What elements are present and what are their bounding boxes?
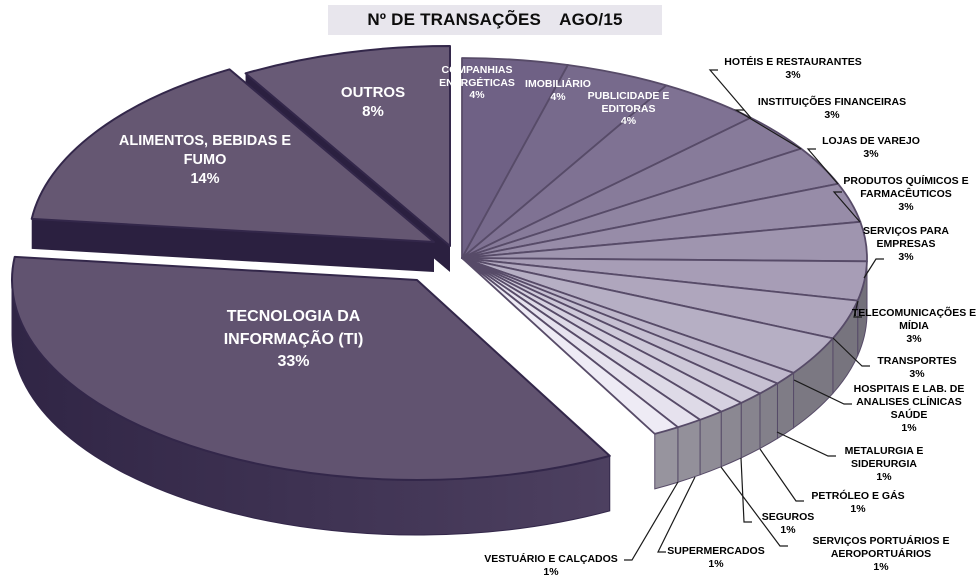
slice-side-vestuario bbox=[654, 426, 679, 490]
slice-cut-alimentos bbox=[31, 218, 434, 272]
slice-label-text: COMPANHIAS ENERGÉTICAS bbox=[439, 64, 515, 89]
slice-label-ti: TECNOLOGIA DA INFORMAÇÃO (TI) 33% bbox=[206, 306, 381, 374]
leader-lojas bbox=[806, 148, 839, 185]
slice-pct-text: 33% bbox=[277, 353, 310, 370]
slice-pct-text: 3% bbox=[824, 109, 840, 121]
slice-side-petroleo bbox=[740, 392, 761, 459]
leader-vestuario bbox=[624, 481, 679, 561]
slice-side-supermercados bbox=[677, 419, 701, 483]
slice-label-servicos-portuarios: SERVIÇOS PORTUÁRIOS E AEROPORTUÁRIOS 1% bbox=[781, 535, 980, 574]
slice-label-text: TELECOMUNICAÇÕES E MÍDIA bbox=[851, 307, 977, 332]
slice-label-text: IMOBILIÁRIO bbox=[525, 78, 591, 90]
slice-pct-text: 8% bbox=[362, 103, 384, 120]
slice-vestuario bbox=[461, 257, 679, 435]
slice-pct-text: 14% bbox=[190, 171, 220, 187]
slice-label-petroleo: PETRÓLEO E GÁS 1% bbox=[798, 490, 918, 516]
slice-label-text: SEGUROS bbox=[761, 511, 815, 523]
leader-instituicoes bbox=[733, 109, 802, 150]
slice-outros bbox=[244, 45, 451, 247]
slice-label-text: INSTITUIÇÕES FINANCEIRAS bbox=[757, 96, 907, 108]
slice-pct-text: 1% bbox=[873, 561, 889, 573]
slice-label-text: SERVIÇOS PORTUÁRIOS E AEROPORTUÁRIOS bbox=[812, 535, 950, 560]
leader-supermercados bbox=[657, 476, 696, 553]
slice-label-hospitais: HOSPITAIS E LAB. DE ANALISES CLÍNICAS SA… bbox=[840, 383, 978, 435]
slice-label-text: SERVIÇOS PARA EMPRESAS bbox=[863, 225, 949, 250]
slice-label-text: HOTÉIS E RESTAURANTES bbox=[724, 56, 862, 68]
slice-label-publicidade: PUBLICIDADE E EDITORAS 4% bbox=[581, 90, 676, 128]
slice-side-seguros bbox=[720, 402, 742, 468]
slice-label-servicos-empresas: SERVIÇOS PARA EMPRESAS 3% bbox=[846, 225, 966, 264]
slice-label-text: SUPERMERCADOS bbox=[667, 545, 765, 557]
slice-alimentos bbox=[30, 68, 435, 243]
slice-label-alimentos: ALIMENTOS, BEBIDAS E FUMO 14% bbox=[105, 132, 305, 189]
slice-pct-text: 1% bbox=[708, 558, 724, 570]
leader-servicos_portuarios bbox=[720, 466, 788, 547]
slice-pct-text: 1% bbox=[543, 566, 559, 578]
slice-pct-text: 1% bbox=[901, 422, 917, 434]
slice-pct-text: 4% bbox=[469, 89, 485, 101]
slice-pct-text: 1% bbox=[850, 503, 866, 515]
slice-pct-text: 3% bbox=[863, 148, 879, 160]
slice-label-text: ALIMENTOS, BEBIDAS E FUMO bbox=[118, 133, 292, 168]
leader-metalurgia bbox=[776, 431, 836, 457]
slice-label-text: TECNOLOGIA DA INFORMAÇÃO (TI) bbox=[223, 308, 364, 348]
slice-pct-text: 4% bbox=[620, 115, 637, 127]
slice-pct-text: 3% bbox=[909, 368, 925, 380]
slice-label-telecom: TELECOMUNICAÇÕES E MÍDIA 3% bbox=[850, 307, 978, 346]
slice-label-outros: OUTROS 8% bbox=[313, 83, 433, 121]
chart-title-text: Nº DE TRANSAÇÕES bbox=[367, 10, 542, 29]
leader-telecom bbox=[853, 300, 862, 318]
slice-label-imobiliario: IMOBILIÁRIO 4% bbox=[513, 78, 603, 103]
slice-label-text: METALURGIA E SIDERURGIA bbox=[844, 445, 924, 470]
slice-label-metalurgia: METALURGIA E SIDERURGIA 1% bbox=[829, 445, 939, 484]
leader-produtos bbox=[832, 191, 861, 223]
slice-label-text: TRANSPORTES bbox=[877, 355, 957, 367]
slice-side-servicos_portuarios bbox=[699, 410, 722, 476]
slice-label-vestuario: VESTUÁRIO E CALÇADOS 1% bbox=[466, 553, 636, 579]
slice-label-companhias: COMPANHIAS ENERGÉTICAS 4% bbox=[427, 64, 527, 102]
slice-pct-text: 1% bbox=[876, 471, 892, 483]
slice-label-instituicoes: INSTITUIÇÕES FINANCEIRAS 3% bbox=[737, 96, 927, 122]
slice-pct-text: 3% bbox=[785, 69, 801, 81]
leader-hospitais bbox=[793, 379, 852, 405]
slice-label-seguros: SEGUROS 1% bbox=[743, 511, 833, 537]
leader-seguros bbox=[740, 457, 752, 523]
slice-pct-text: 3% bbox=[898, 251, 914, 263]
slice-label-text: VESTUÁRIO E CALÇADOS bbox=[484, 553, 618, 565]
leader-servicos_empresas bbox=[863, 258, 884, 279]
leader-transportes bbox=[832, 337, 870, 367]
slice-label-hoteis: HOTÉIS E RESTAURANTES 3% bbox=[703, 56, 883, 82]
slice-side-metalurgia bbox=[759, 382, 778, 450]
slice-label-produtos: PRODUTOS QUÍMICOS E FARMACÊUTICOS 3% bbox=[834, 175, 978, 214]
slice-label-text: PUBLICIDADE E EDITORAS bbox=[587, 90, 670, 115]
slice-label-text: OUTROS bbox=[340, 84, 406, 101]
slice-label-text: HOSPITAIS E LAB. DE ANALISES CLÍNICAS SA… bbox=[853, 383, 965, 421]
slice-label-text: LOJAS DE VAREJO bbox=[822, 135, 920, 147]
chart-title-period: AGO/15 bbox=[559, 10, 623, 29]
slice-label-text: PETRÓLEO E GÁS bbox=[811, 490, 905, 502]
chart-title: Nº DE TRANSAÇÕES AGO/15 bbox=[328, 5, 662, 35]
leader-hoteis bbox=[708, 69, 752, 119]
slice-pct-text: 3% bbox=[898, 201, 914, 213]
slice-pct-text: 4% bbox=[550, 90, 566, 103]
slice-label-lojas: LOJAS DE VAREJO 3% bbox=[796, 135, 946, 161]
slice-label-supermercados: SUPERMERCADOS 1% bbox=[651, 545, 781, 571]
slice-label-transportes: TRANSPORTES 3% bbox=[857, 355, 977, 381]
slice-pct-text: 1% bbox=[780, 524, 796, 536]
slice-pct-text: 3% bbox=[906, 333, 922, 345]
slice-label-text: PRODUTOS QUÍMICOS E FARMACÊUTICOS bbox=[843, 175, 969, 200]
leader-petroleo bbox=[759, 448, 804, 502]
slice-ti bbox=[11, 255, 611, 481]
